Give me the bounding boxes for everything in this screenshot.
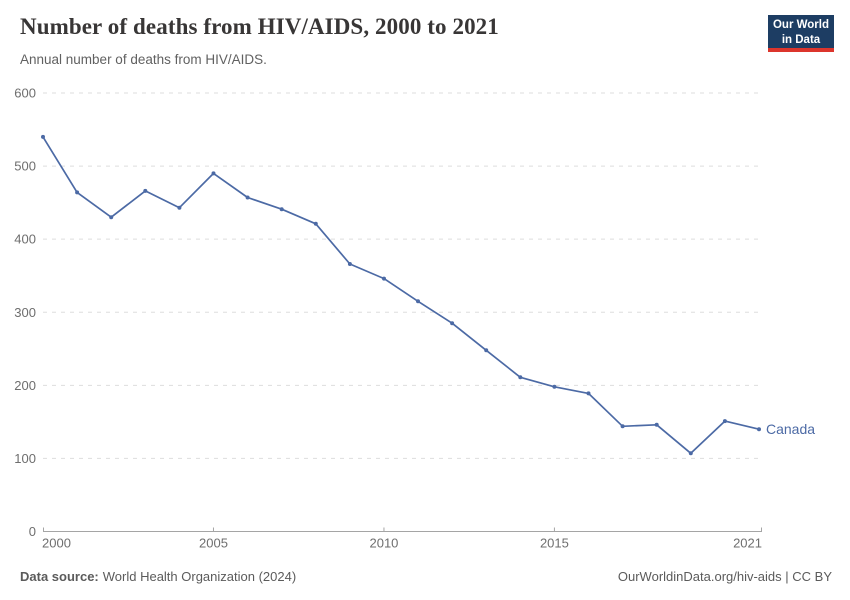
data-point[interactable]: [109, 215, 114, 220]
data-point[interactable]: [757, 427, 761, 432]
data-point[interactable]: [620, 424, 625, 429]
y-tick-label: 500: [14, 159, 36, 174]
data-point[interactable]: [552, 384, 557, 389]
data-point[interactable]: [211, 171, 216, 176]
data-point[interactable]: [722, 419, 727, 424]
x-tick-label: 2015: [540, 536, 569, 551]
data-point[interactable]: [518, 375, 523, 380]
series-label-canada[interactable]: Canada: [766, 421, 815, 437]
chart-footer: Data source: World Health Organization (2…: [20, 569, 832, 584]
owid-logo[interactable]: Our World in Data: [768, 15, 834, 52]
data-point[interactable]: [75, 190, 80, 195]
y-tick-label: 100: [14, 451, 36, 466]
data-point[interactable]: [382, 276, 386, 281]
y-tick-label: 0: [29, 524, 36, 539]
data-point[interactable]: [143, 188, 148, 193]
x-tick-label: 2005: [199, 536, 228, 551]
x-tick-label: 2021: [733, 536, 762, 551]
y-tick-label: 300: [14, 305, 36, 320]
y-tick-label: 400: [14, 232, 36, 247]
footer-link[interactable]: OurWorldinData.org/hiv-aids | CC BY: [617, 569, 832, 584]
data-point[interactable]: [313, 221, 318, 226]
line-chart: 0 100 200 300 400 500 600 2000 2005 2010 2015 2021 C…: [14, 86, 815, 551]
x-tick-label: 2010: [369, 536, 398, 551]
owid-logo-line1: Our World: [772, 19, 829, 31]
owid-logo-line2: in Data: [781, 33, 821, 46]
page-title: Number of deaths from HIV/AIDS, 2000 to …: [20, 14, 499, 39]
data-source-label: Data source:: [20, 569, 99, 584]
data-point[interactable]: [177, 205, 182, 210]
x-tick-label: 2000: [42, 536, 71, 551]
data-point[interactable]: [279, 207, 284, 212]
data-point[interactable]: [484, 348, 489, 353]
data-point[interactable]: [688, 451, 693, 456]
data-point[interactable]: [41, 134, 45, 139]
data-source-value: World Health Organization (2024): [102, 569, 297, 584]
data-point[interactable]: [245, 195, 250, 200]
data-point[interactable]: [416, 299, 420, 304]
data-point[interactable]: [654, 422, 659, 427]
series-line-canada[interactable]: [42, 136, 760, 455]
data-point[interactable]: [347, 262, 352, 266]
y-tick-label: 200: [14, 378, 36, 393]
chart-subtitle: Annual number of deaths from HIV/AIDS.: [20, 52, 267, 67]
y-tick-label: 600: [14, 86, 36, 101]
data-point[interactable]: [450, 321, 455, 326]
data-point[interactable]: [586, 391, 591, 396]
data-source: Data source: World Health Organization (2…: [20, 569, 296, 584]
